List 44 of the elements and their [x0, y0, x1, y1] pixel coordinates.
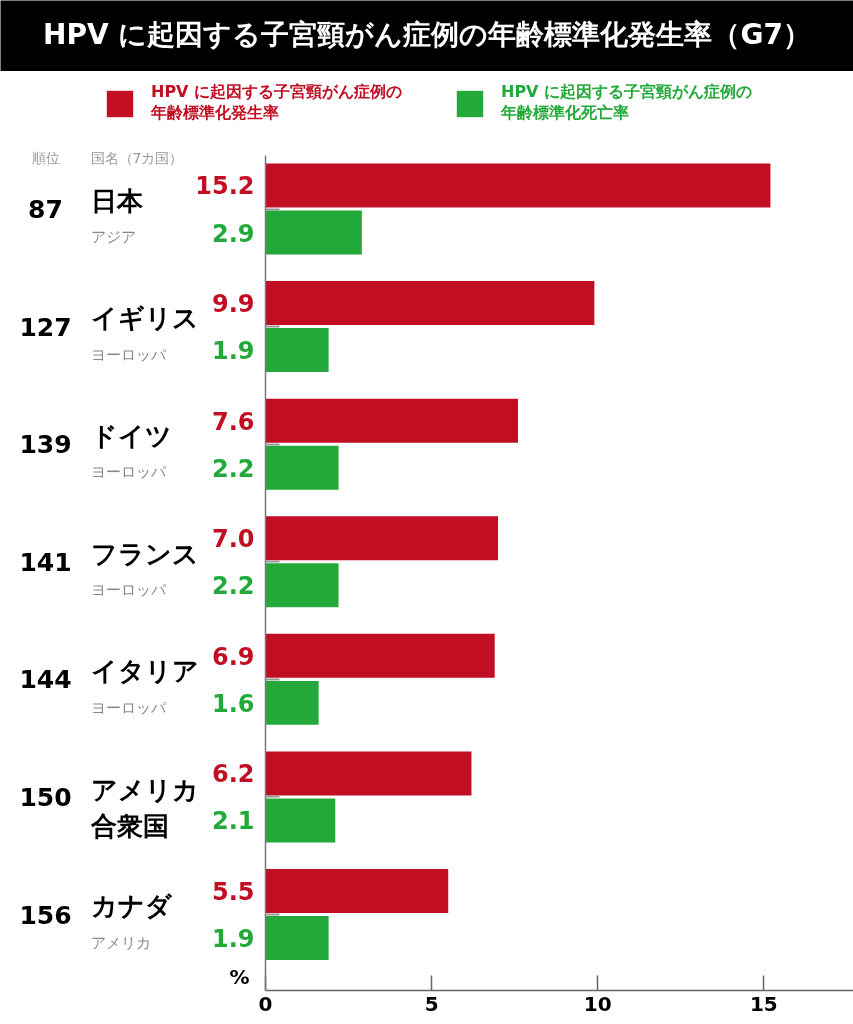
data-label: 1.9: [211, 925, 255, 954]
data-label: 2.1: [211, 807, 255, 836]
y-tick-label: カナダ: [90, 891, 173, 922]
y-tick-label: アメリカ合衆国: [89, 774, 199, 841]
x-axis-title: %: [229, 964, 250, 989]
text: 150: [19, 782, 72, 812]
data-label: 7.6: [211, 407, 255, 436]
data-label: 2.2: [211, 572, 255, 601]
data-label: 6.9: [211, 642, 255, 671]
data-label: 2.2: [211, 454, 255, 483]
text: 127: [19, 312, 72, 342]
text: 141: [19, 547, 72, 577]
data-label: 9.9: [211, 290, 255, 319]
data-label: 5.5: [211, 878, 255, 907]
legend-label: HPV に起因する子宮頸がん症例の年齢標準化死亡率: [501, 82, 753, 124]
text: 144: [19, 665, 72, 695]
legend-label: HPV に起因する子宮頸がん症例の年齢標準化発生率: [151, 82, 403, 124]
y-tick-label: ドイツ: [90, 420, 172, 451]
x-tick-label: 5: [424, 991, 439, 1016]
text: 87: [28, 195, 63, 224]
data-label: 1.6: [211, 689, 255, 718]
data-label: 2.9: [211, 219, 255, 248]
data-label: 1.9: [211, 337, 255, 366]
text: 156: [19, 900, 72, 930]
text: ヨーロッパ: [90, 580, 167, 599]
y-tick-label: イギリス: [90, 303, 199, 334]
y-axis-title: 国名（7カ国）: [90, 149, 184, 166]
text: ヨーロッパ: [90, 463, 167, 482]
x-tick-label: 15: [749, 991, 778, 1016]
y-tick-label: イタリア: [90, 656, 199, 687]
text: 順位: [31, 149, 60, 166]
text: ヨーロッパ: [90, 345, 167, 364]
chart-title: HPV に起因する子宮頸がん症例の年齢標準化発生率（G7）: [43, 18, 811, 51]
x-tick-label: 10: [583, 991, 612, 1016]
x-tick-label: 0: [258, 991, 273, 1016]
text: 139: [19, 430, 72, 460]
data-label: 7.0: [211, 525, 255, 554]
data-label: 6.2: [211, 760, 255, 789]
y-tick-label: 日本: [90, 185, 144, 216]
text: アメリカ: [90, 933, 151, 952]
data-label: 15.2: [195, 172, 255, 201]
text: ヨーロッパ: [90, 698, 167, 717]
y-tick-label: フランス: [90, 538, 199, 569]
text: アジア: [90, 228, 136, 247]
